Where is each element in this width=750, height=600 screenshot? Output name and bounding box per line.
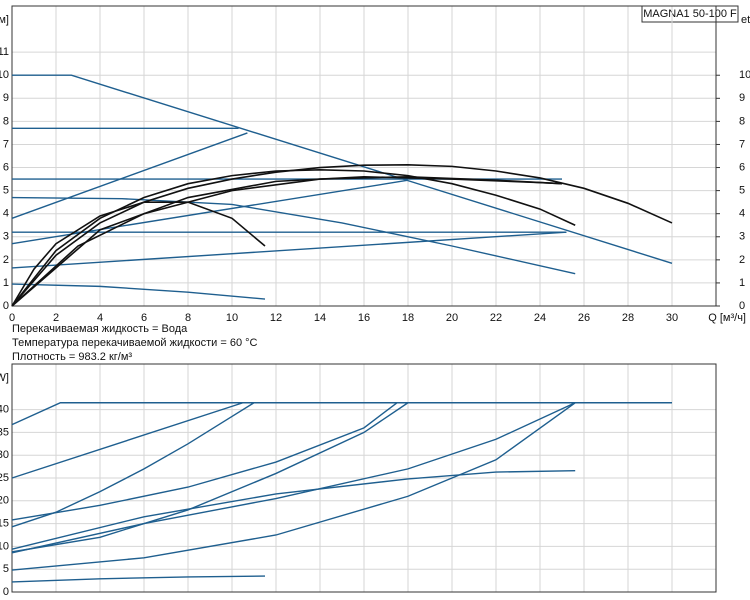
chart-title: MAGNA1 50-100 F: [643, 8, 737, 20]
curve: [11, 163, 673, 307]
y2-tick-label: 7: [739, 138, 745, 150]
curve: [11, 402, 576, 554]
y2-tick-label: 0: [739, 300, 745, 312]
y2-tick-label: 6: [739, 161, 745, 173]
curve: [11, 470, 576, 550]
x-tick-label: 10: [226, 312, 238, 324]
curve: [11, 283, 266, 300]
curve: [11, 402, 409, 553]
y-tick-label: 7: [3, 138, 9, 150]
y2-tick-label: 10: [739, 69, 750, 81]
curve: [11, 402, 398, 521]
y-tick-label: 9: [3, 92, 9, 104]
x-tick-label: 4: [97, 312, 103, 324]
x-tick-label: 28: [622, 312, 634, 324]
y2-tick-label: 9: [739, 92, 745, 104]
x-tick-label: 8: [185, 312, 191, 324]
y-tick-label: 30: [0, 449, 9, 461]
curve: [11, 132, 248, 219]
y-tick-label: 10: [0, 540, 9, 552]
curve: [11, 179, 409, 245]
x-tick-label: 30: [666, 312, 678, 324]
plot-frame: [11, 5, 717, 307]
y-tick-label: 0: [3, 300, 9, 312]
y-tick-label: 2: [3, 254, 9, 266]
y-axis-label: H [м]: [0, 14, 9, 26]
curve: [11, 169, 576, 307]
y-tick-label: 25: [0, 472, 9, 484]
y-tick-label: 6: [3, 161, 9, 173]
curve: [11, 402, 576, 571]
x-axis-label: Q [м³/ч]: [708, 312, 746, 324]
y-tick-label: 5: [3, 185, 9, 197]
y-tick-label: 11: [0, 46, 9, 58]
x-tick-label: 12: [270, 312, 282, 324]
x-tick-label: 26: [578, 312, 590, 324]
curve: [11, 402, 255, 528]
x-tick-label: 0: [9, 312, 15, 324]
y-axis-label: P1 [W]: [0, 372, 9, 384]
y2-axis-label: eta [%]: [741, 14, 750, 26]
x-tick-label: 16: [358, 312, 370, 324]
y-tick-label: 35: [0, 426, 9, 438]
y-tick-label: 20: [0, 495, 9, 507]
x-tick-label: 14: [314, 312, 326, 324]
note: Перекачиваемая жидкость = Вода: [12, 323, 188, 335]
y-tick-label: 3: [3, 231, 9, 243]
x-tick-label: 18: [402, 312, 414, 324]
curve: [11, 575, 266, 583]
y-tick-label: 4: [3, 208, 9, 220]
y-tick-label: 15: [0, 518, 9, 530]
y2-tick-label: 1: [739, 277, 745, 289]
y-tick-label: 5: [3, 563, 9, 575]
y-tick-label: 0: [3, 586, 9, 598]
curve: [11, 196, 576, 275]
curve: [11, 175, 563, 307]
curve: [11, 402, 244, 479]
y2-tick-label: 5: [739, 185, 745, 197]
curve: [11, 402, 672, 426]
y-tick-label: 8: [3, 115, 9, 127]
y2-tick-label: 3: [739, 231, 745, 243]
y-tick-label: 40: [0, 404, 9, 416]
x-tick-label: 6: [141, 312, 147, 324]
x-tick-label: 22: [490, 312, 502, 324]
note: Плотность = 983.2 кг/м³: [12, 351, 132, 363]
x-tick-label: 20: [446, 312, 458, 324]
note: Температура перекачиваемой жидкости = 60…: [12, 337, 258, 349]
y2-tick-label: 2: [739, 254, 745, 266]
x-tick-label: 24: [534, 312, 546, 324]
curve: [11, 201, 266, 307]
curve: [11, 231, 567, 269]
y-tick-label: 1: [3, 277, 9, 289]
y2-tick-label: 4: [739, 208, 745, 220]
y-tick-label: 10: [0, 69, 9, 81]
curve: [12, 74, 673, 264]
x-tick-label: 2: [53, 312, 59, 324]
y2-tick-label: 8: [739, 115, 745, 127]
